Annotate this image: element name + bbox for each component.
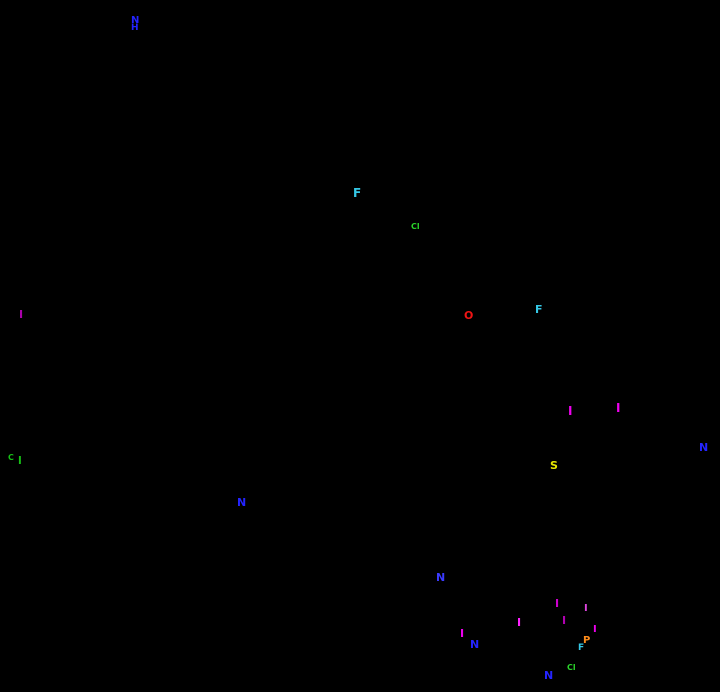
- atom-label-N: N: [131, 15, 140, 26]
- atom-label-I: I: [584, 603, 588, 614]
- atom-label-N: N: [436, 571, 446, 584]
- atom-label-N: N: [699, 441, 709, 454]
- atom-label-Cl: Cl: [411, 222, 420, 231]
- atom-label-I: I: [460, 627, 465, 640]
- atom-label-I: I: [593, 624, 597, 635]
- atom-label-I: I: [19, 308, 24, 321]
- atom-label-I: I: [616, 401, 621, 415]
- atom-label-P: P: [583, 635, 591, 646]
- atom-label-N: N: [544, 669, 554, 682]
- atom-label-F: F: [578, 643, 585, 653]
- atom-label-N: N: [237, 496, 247, 509]
- atom-label-C: C: [8, 453, 14, 462]
- atom-label-S: S: [550, 459, 558, 472]
- atom-label-N: N: [470, 638, 480, 651]
- atom-label-H: H: [131, 23, 139, 33]
- atom-label-l: l: [18, 454, 22, 467]
- atom-label-F: F: [535, 303, 543, 316]
- atom-label-I: I: [555, 597, 560, 610]
- atom-label-I: I: [562, 614, 567, 627]
- atom-label-F: F: [353, 186, 362, 200]
- atom-label-I: I: [517, 616, 522, 629]
- atom-label-I: I: [568, 404, 573, 418]
- atom-label-Cl: Cl: [567, 663, 576, 672]
- atom-label-O: O: [464, 309, 474, 322]
